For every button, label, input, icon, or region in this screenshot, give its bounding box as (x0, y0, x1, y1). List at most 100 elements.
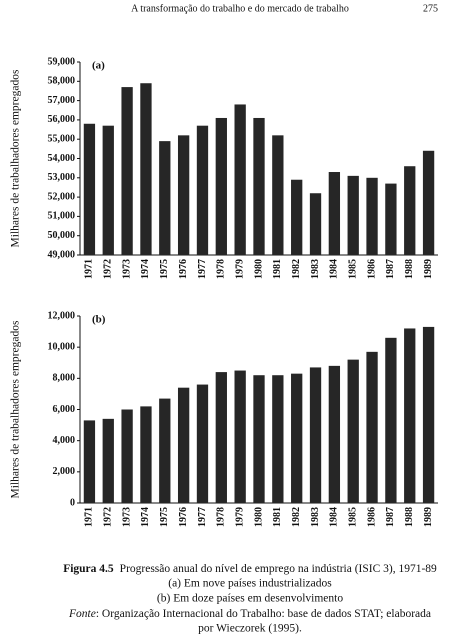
x-tick-label: 1988 (404, 507, 415, 527)
x-tick-label: 1985 (348, 259, 359, 279)
y-tick-label: 51,000 (48, 211, 76, 222)
y-tick-label: 2,000 (53, 466, 76, 477)
x-tick-label: 1977 (197, 507, 208, 527)
bar (291, 373, 303, 503)
y-tick-label: 54,000 (48, 153, 76, 164)
x-tick-label: 1986 (366, 259, 377, 279)
panel-label: (b) (92, 314, 106, 326)
y-tick-label: 57,000 (48, 95, 76, 106)
bar (83, 420, 96, 503)
y-tick-label: 58,000 (48, 76, 76, 87)
x-tick-label: 1975 (159, 259, 170, 279)
bar (253, 117, 265, 255)
x-tick-label: 1975 (159, 507, 170, 527)
bar (215, 117, 227, 255)
bar (385, 337, 397, 503)
page-number: 275 (423, 3, 438, 14)
bar (422, 326, 435, 503)
x-tick-label: 1983 (310, 507, 321, 527)
x-tick-label: 1989 (423, 259, 434, 279)
bar (347, 359, 359, 503)
bar (328, 365, 341, 503)
x-tick-label: 1988 (404, 259, 415, 279)
bar (328, 172, 341, 255)
y-tick-label: 6,000 (53, 404, 76, 415)
caption-title: Figura 4.5 Progressão anual do nível de e… (63, 563, 437, 575)
bar (102, 418, 114, 503)
bar (83, 123, 96, 255)
y-tick-label: 4,000 (53, 435, 76, 446)
y-tick-label: 8,000 (53, 373, 76, 384)
bar (309, 367, 322, 503)
x-tick-label: 1977 (197, 259, 208, 279)
x-tick-label: 1976 (178, 259, 189, 279)
bar (177, 387, 190, 503)
source-label: Fonte (68, 608, 96, 620)
x-tick-label: 1987 (385, 507, 396, 527)
bar (404, 166, 416, 255)
x-tick-label: 1978 (216, 507, 227, 527)
bar (140, 83, 152, 255)
bar (121, 87, 133, 255)
x-tick-label: 1974 (140, 259, 151, 279)
x-tick-label: 1983 (310, 259, 321, 279)
bar (291, 179, 303, 255)
bar (177, 135, 190, 255)
bar (272, 135, 284, 255)
y-tick-label: 59,000 (48, 56, 76, 67)
caption-source-end: por Wieczorek (1995). (198, 623, 302, 635)
x-tick-label: 1972 (103, 259, 114, 279)
caption-label: Figura 4.5 (63, 563, 114, 575)
bar (309, 193, 322, 255)
y-tick-label: 52,000 (48, 191, 76, 202)
x-tick-label: 1971 (84, 507, 95, 527)
x-tick-label: 1980 (253, 507, 264, 527)
y-axis-label: Milhares de trabalhadores empregados (10, 320, 22, 498)
x-tick-label: 1981 (272, 259, 283, 279)
bar (366, 177, 378, 255)
y-tick-label: 12,000 (48, 310, 76, 321)
x-tick-label: 1972 (103, 507, 114, 527)
x-tick-label: 1973 (121, 259, 132, 279)
bar (102, 125, 114, 255)
y-tick-label: 10,000 (48, 341, 76, 352)
running-header: A transformação do trabalho e do mercado… (131, 3, 349, 14)
x-tick-label: 1978 (216, 259, 227, 279)
x-tick-label: 1980 (253, 259, 264, 279)
y-axis-label: Milhares de trabalhadores empregados (10, 69, 22, 247)
bar (159, 398, 171, 503)
x-tick-label: 1976 (178, 507, 189, 527)
bar (234, 370, 246, 503)
y-tick-label: 56,000 (48, 114, 76, 125)
bar (196, 384, 209, 503)
bar (404, 328, 416, 503)
y-tick-label: 0 (70, 497, 75, 508)
bar (196, 125, 209, 255)
x-tick-label: 1979 (234, 507, 245, 527)
caption-line: (b) Em doze países em desenvolvimento (157, 593, 343, 605)
bar (347, 175, 359, 255)
bar (422, 150, 435, 255)
y-tick-label: 50,000 (48, 230, 76, 241)
x-tick-label: 1971 (84, 259, 95, 279)
x-tick-label: 1986 (366, 507, 377, 527)
x-tick-label: 1982 (291, 507, 302, 527)
x-tick-label: 1981 (272, 507, 283, 527)
y-tick-label: 49,000 (48, 249, 76, 260)
bar (121, 409, 133, 503)
x-tick-label: 1984 (329, 259, 340, 279)
y-tick-label: 55,000 (48, 133, 76, 144)
bar (366, 351, 378, 503)
source-text: : Organização Internacional do Trabalho:… (96, 608, 431, 620)
x-tick-label: 1982 (291, 259, 302, 279)
x-tick-label: 1979 (234, 259, 245, 279)
bar (159, 141, 171, 255)
x-tick-label: 1987 (385, 259, 396, 279)
panel-label: (a) (92, 60, 105, 72)
caption-text: Progressão anual do nível de emprego na … (120, 563, 437, 575)
bar (215, 372, 227, 503)
bar (140, 406, 152, 503)
bar (253, 375, 265, 503)
bar (272, 375, 284, 503)
